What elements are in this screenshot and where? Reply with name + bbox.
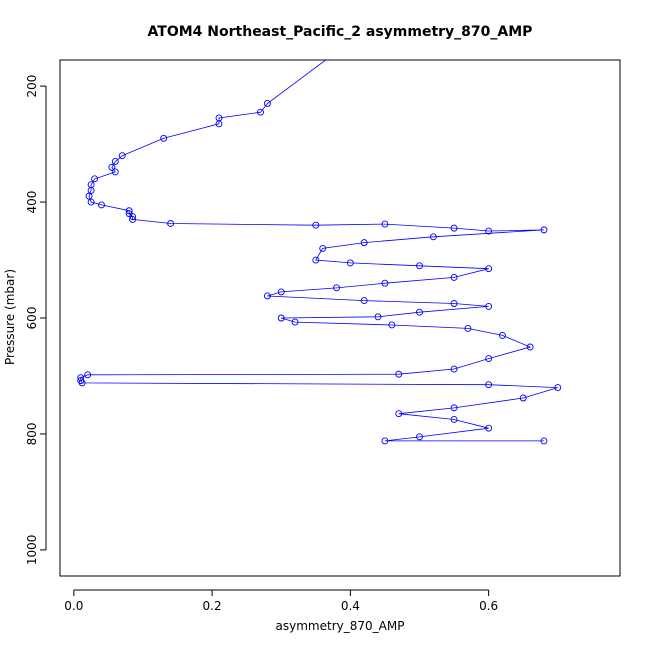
y-tick-label: 400	[25, 191, 39, 214]
data-point	[312, 256, 320, 264]
x-tick-label: 0.4	[341, 599, 360, 613]
data-point	[464, 324, 472, 332]
data-point	[450, 273, 458, 281]
data-point	[215, 120, 223, 128]
data-point	[429, 233, 437, 241]
data-point	[450, 404, 458, 412]
data-point	[540, 226, 548, 234]
data-point	[485, 302, 493, 310]
x-axis: 0.0 0.2 0.4 0.6	[64, 589, 498, 613]
data-point	[277, 314, 285, 322]
plot-area	[77, 60, 562, 445]
data-point	[129, 215, 137, 223]
x-axis-label: asymmetry_870_AMP	[276, 619, 405, 633]
data-point	[485, 424, 493, 432]
data-point	[333, 284, 340, 292]
data-point	[263, 100, 271, 107]
y-tick-label: 1000	[25, 535, 39, 566]
data-point	[118, 152, 126, 160]
plot-frame	[59, 59, 621, 577]
data-point	[257, 108, 264, 116]
data-point	[526, 343, 534, 351]
x-tick-label: 0.6	[479, 599, 498, 613]
data-point	[416, 308, 423, 316]
data-point	[360, 297, 368, 305]
data-point	[450, 365, 458, 373]
data-point	[395, 410, 403, 418]
data-point	[485, 381, 493, 389]
data-point	[84, 371, 92, 379]
data-point	[388, 321, 396, 329]
x-tick-label: 0.2	[203, 599, 222, 613]
data-point	[450, 300, 458, 307]
data-point	[381, 220, 389, 228]
y-tick-label: 200	[25, 75, 39, 98]
data-point	[78, 379, 86, 387]
data-point	[381, 279, 389, 287]
data-point	[312, 221, 320, 229]
data-point	[108, 163, 116, 171]
data-point	[160, 134, 168, 142]
data-point	[554, 384, 562, 392]
data-point	[485, 355, 493, 363]
data-point	[129, 213, 137, 220]
data-point	[85, 192, 93, 200]
data-point	[450, 416, 458, 423]
data-point	[381, 437, 389, 445]
data-point	[416, 433, 423, 441]
data-point	[319, 244, 327, 252]
data-point	[111, 158, 119, 165]
data-point	[360, 239, 368, 247]
data-point	[499, 331, 506, 339]
data-point	[519, 394, 527, 402]
data-point	[77, 374, 85, 382]
data-point	[374, 313, 382, 321]
data-point	[395, 370, 403, 378]
data-point	[98, 201, 105, 209]
data-point	[87, 186, 95, 194]
data-point	[540, 437, 548, 445]
data-point	[125, 207, 133, 215]
y-axis-label: Pressure (mbar)	[3, 269, 17, 365]
data-point	[346, 259, 354, 267]
data-point	[91, 175, 99, 183]
y-axis: 200 400 600 800 1000	[25, 75, 47, 566]
y-tick-label: 600	[25, 307, 39, 330]
data-point	[327, 60, 332, 61]
data-point	[277, 288, 285, 296]
data-point	[87, 198, 95, 206]
data-point	[485, 227, 493, 235]
x-tick-label: 0.0	[64, 599, 83, 613]
chart-title: ATOM4 Northeast_Pacific_2 asymmetry_870_…	[148, 24, 533, 40]
data-point	[263, 292, 271, 300]
data-point	[450, 224, 458, 232]
data-point	[416, 262, 423, 270]
data-point	[485, 265, 493, 273]
data-point	[291, 318, 299, 326]
data-point	[111, 168, 119, 176]
y-tick-label: 800	[25, 423, 39, 446]
data-point	[167, 220, 175, 227]
